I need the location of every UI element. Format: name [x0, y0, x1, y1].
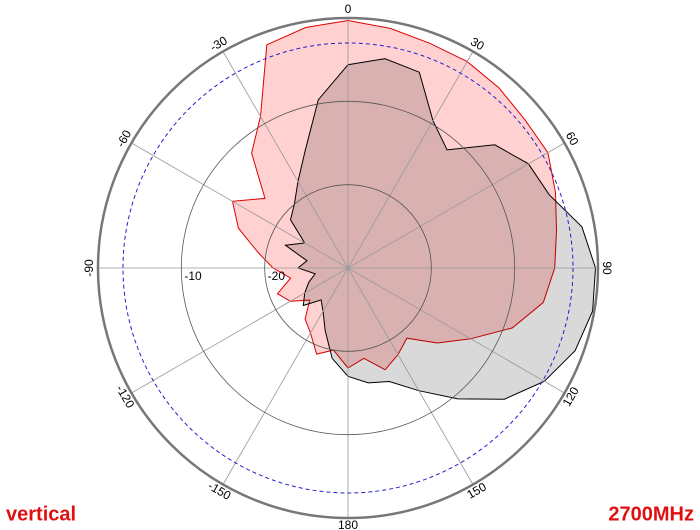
spoke	[131, 142, 349, 269]
r-tick-label: -10	[184, 269, 202, 283]
angle-label: 180	[338, 518, 358, 530]
spoke	[347, 142, 565, 269]
angle-label: -90	[82, 259, 96, 277]
ring	[264, 184, 432, 352]
spoke	[222, 51, 349, 269]
spoke	[222, 267, 349, 485]
reference-ring	[122, 42, 574, 494]
spoke	[347, 51, 474, 269]
r-tick-label: -20	[268, 269, 286, 283]
spoke	[131, 267, 349, 394]
spoke	[347, 267, 565, 394]
angle-label: 0	[345, 2, 352, 16]
right-label: 2700MHz	[608, 503, 694, 525]
angle-label: 90	[600, 261, 614, 275]
outer-ring	[96, 16, 600, 520]
angle-label: -30	[208, 33, 230, 54]
angle-label: 60	[563, 129, 582, 148]
angle-label: -60	[113, 127, 134, 149]
angle-label: 30	[468, 34, 487, 53]
left-label: vertical	[6, 503, 76, 525]
ring	[180, 100, 516, 436]
spoke	[347, 267, 474, 485]
